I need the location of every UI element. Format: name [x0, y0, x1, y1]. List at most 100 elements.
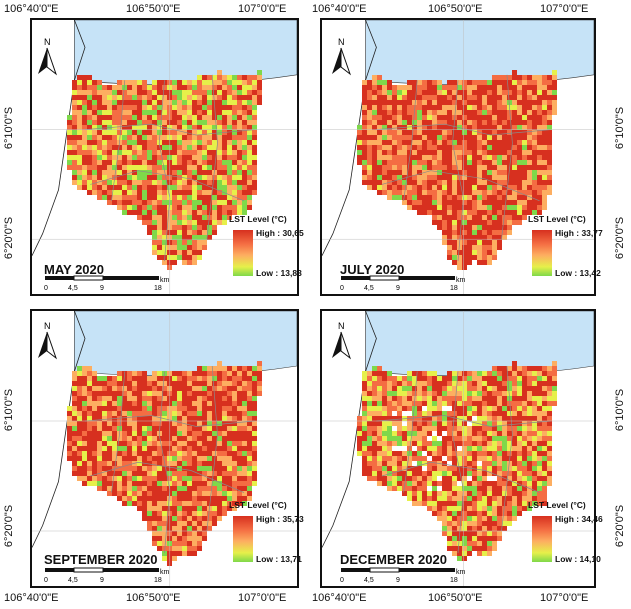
legend-low: Low : 13,42 [555, 268, 601, 278]
legend-may: LST Level (°C) High : 30,65 Low : 13,83 [229, 214, 304, 284]
lst-map-may [32, 20, 297, 294]
north-arrow-september: N [36, 320, 58, 365]
map-panel-september [30, 309, 299, 588]
top-lon-label-5: 106°50'0"E [428, 3, 483, 15]
bottom-lon-label-2: 106°50'0"E [126, 592, 181, 604]
legend-color-ramp [233, 516, 253, 562]
lst-mosaic [67, 70, 262, 270]
north-arrow-may: N [36, 36, 58, 81]
left-lat-label-4: 6°20'0"S [3, 504, 15, 548]
scale-unit: km [160, 569, 170, 576]
scale-bar-graphic: km 0 4,5 9 18 [340, 567, 466, 584]
scale-bar-july: km 0 4,5 9 18 [340, 275, 540, 300]
scale-tick-1: 4,5 [68, 285, 78, 292]
north-label: N [44, 37, 51, 47]
scale-tick-1: 4,5 [364, 285, 374, 292]
legend-december: LST Level (°C) High : 34,46 Low : 14,10 [528, 500, 603, 570]
panel-title-september: SEPTEMBER 2020 [44, 552, 158, 567]
north-arrow-icon: N [38, 321, 58, 360]
scale-tick-2: 9 [100, 285, 104, 292]
legend-title: LST Level (°C) [528, 500, 586, 510]
top-lon-label-3: 107°0'0"E [238, 3, 287, 15]
map-panel-may [30, 18, 299, 296]
north-label: N [44, 321, 51, 331]
legend-low: Low : 13,83 [256, 268, 302, 278]
scale-bar-may: km 0 4,5 9 18 [44, 275, 244, 300]
sea-area [365, 311, 594, 377]
legend-high: High : 34,46 [555, 514, 603, 524]
bottom-lon-label-6: 107°0'0"E [540, 592, 589, 604]
scale-unit: km [456, 569, 466, 576]
scale-tick-2: 9 [396, 285, 400, 292]
north-arrow-icon: N [332, 321, 352, 360]
legend-high: High : 30,65 [256, 228, 304, 238]
scale-bar-graphic: km 0 4,5 9 18 [44, 567, 170, 584]
north-arrow-icon: N [332, 37, 352, 76]
scale-tick-0: 0 [44, 285, 48, 292]
legend-color-ramp [532, 516, 552, 562]
lst-mosaic [357, 70, 557, 270]
panel-title-may: MAY 2020 [44, 262, 104, 277]
left-lat-label-1: 6°10'0"S [3, 106, 15, 150]
north-arrow-icon: N [38, 37, 58, 76]
scale-tick-0: 0 [340, 577, 344, 584]
sea-area [365, 20, 594, 85]
lst-map-december [322, 311, 594, 586]
scale-tick-3: 18 [450, 285, 458, 292]
legend-title: LST Level (°C) [229, 214, 287, 224]
panel-title-december: DECEMBER 2020 [340, 552, 447, 567]
legend-july: LST Level (°C) High : 33,77 Low : 13,42 [528, 214, 603, 284]
top-lon-label-6: 107°0'0"E [540, 3, 589, 15]
scale-tick-2: 9 [396, 577, 400, 584]
panel-title-july: JULY 2020 [340, 262, 405, 277]
right-lat-label-4: 6°20'0"S [614, 504, 626, 548]
left-lat-label-3: 6°10'0"S [3, 388, 15, 432]
top-lon-label-2: 106°50'0"E [126, 3, 181, 15]
bottom-lon-label-1: 106°40'0"E [4, 592, 59, 604]
coastline [32, 311, 86, 548]
legend-september: LST Level (°C) High : 35,73 Low : 13,71 [229, 500, 304, 570]
scale-bar-december: km 0 4,5 9 18 [340, 567, 540, 592]
lst-mosaic [67, 361, 262, 566]
bottom-lon-label-5: 106°50'0"E [428, 592, 483, 604]
north-arrow-december: N [330, 320, 352, 365]
legend-title: LST Level (°C) [229, 500, 287, 510]
right-lat-label-3: 6°10'0"S [614, 388, 626, 432]
right-lat-label-2: 6°20'0"S [614, 216, 626, 260]
lst-map-september [32, 311, 297, 586]
lst-map-july [322, 20, 594, 294]
north-label: N [338, 321, 345, 331]
north-arrow-july: N [330, 36, 352, 81]
legend-high: High : 33,77 [555, 228, 603, 238]
legend-color-ramp [532, 230, 552, 276]
district-boundaries [376, 365, 551, 554]
scale-tick-0: 0 [340, 285, 344, 292]
north-label: N [338, 37, 345, 47]
right-lat-label-1: 6°10'0"S [614, 106, 626, 150]
legend-high: High : 35,73 [256, 514, 304, 524]
coastline [32, 20, 86, 256]
scale-tick-2: 9 [100, 577, 104, 584]
scale-tick-3: 18 [450, 577, 458, 584]
sea-area [74, 311, 297, 377]
bottom-lon-label-4: 106°40'0"E [312, 592, 367, 604]
legend-color-ramp [233, 230, 253, 276]
sea-area [74, 20, 297, 85]
left-lat-label-2: 6°20'0"S [3, 216, 15, 260]
legend-title: LST Level (°C) [528, 214, 586, 224]
scale-unit: km [456, 277, 466, 284]
map-panel-july [320, 18, 596, 296]
scale-bar-september: km 0 4,5 9 18 [44, 567, 244, 592]
scale-unit: km [160, 277, 170, 284]
scale-tick-3: 18 [154, 285, 162, 292]
scale-tick-1: 4,5 [68, 577, 78, 584]
scale-bar-graphic: km 0 4,5 9 18 [44, 275, 170, 292]
scale-tick-1: 4,5 [364, 577, 374, 584]
scale-tick-0: 0 [44, 577, 48, 584]
top-lon-label-4: 106°40'0"E [312, 3, 367, 15]
scale-bar-graphic: km 0 4,5 9 18 [340, 275, 466, 292]
legend-low: Low : 14,10 [555, 554, 601, 564]
bottom-lon-label-3: 107°0'0"E [238, 592, 287, 604]
scale-tick-3: 18 [154, 577, 162, 584]
top-lon-label-1: 106°40'0"E [4, 3, 59, 15]
